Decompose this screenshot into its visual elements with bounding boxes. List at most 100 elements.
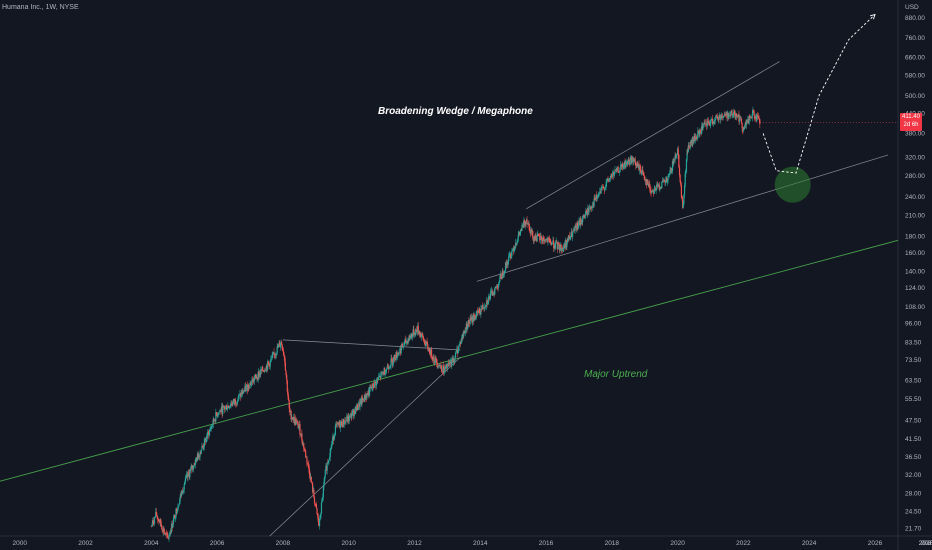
y-tick-label: 160.00 (905, 250, 925, 257)
candle-body (341, 426, 343, 427)
candle-body (258, 372, 260, 377)
candle-body (323, 481, 325, 488)
candle-body (223, 405, 225, 408)
candle-body (643, 175, 645, 177)
candle-body (439, 365, 441, 366)
candle-body (520, 229, 522, 231)
candle-body (624, 161, 626, 168)
candle-body (425, 341, 428, 344)
candle-body (466, 323, 468, 329)
candle-body (220, 406, 223, 413)
x-tick-label: 2000 (13, 540, 28, 547)
candle-body (620, 164, 622, 168)
candle-body (485, 300, 488, 306)
candle-body (737, 116, 739, 117)
y-tick-label: 55.50 (905, 396, 922, 403)
candle-body (668, 174, 670, 176)
candle-body (326, 462, 328, 471)
candle-body (377, 379, 379, 381)
candle-body (547, 237, 549, 243)
candle-body (375, 380, 378, 386)
candle-body (621, 163, 623, 168)
candle-body (593, 198, 595, 206)
y-tick-label: 760.00 (905, 35, 925, 42)
candle-body (642, 172, 645, 176)
candle-body (758, 118, 760, 120)
candle-body (525, 221, 527, 224)
candle-body (535, 235, 537, 241)
y-tick-label: 96.00 (905, 320, 922, 327)
candle-body (551, 243, 553, 244)
candle-body (227, 405, 230, 407)
candle-body (201, 446, 203, 451)
candle-body (678, 167, 681, 175)
candle-body (256, 377, 258, 379)
candle-body (399, 348, 402, 354)
candle-body (506, 262, 509, 265)
candle-body (652, 190, 654, 192)
candle-body (638, 163, 640, 171)
candle-body (726, 112, 728, 118)
candle-body (708, 123, 710, 124)
candle-body (732, 115, 734, 117)
candle-body (232, 399, 235, 402)
candle-body (154, 517, 156, 518)
x-tick-label: 2004 (144, 540, 159, 547)
candle-body (237, 398, 239, 401)
candle-body (455, 350, 457, 353)
candle-body (485, 305, 487, 307)
candle-body (442, 365, 444, 372)
candle-body (285, 370, 287, 376)
candle-body (663, 180, 665, 182)
candle-body (193, 463, 195, 466)
candle-body (572, 232, 574, 237)
candle-body (174, 517, 176, 519)
candle-body (263, 370, 265, 372)
candle-body (347, 416, 349, 422)
x-tick-label: 2002 (78, 540, 93, 547)
candle-body (382, 372, 385, 375)
candle-body (633, 159, 636, 161)
candle-body (217, 414, 219, 416)
candle-body (329, 448, 331, 457)
candle-body (494, 286, 497, 289)
candle-body (481, 305, 483, 310)
candle-body (184, 477, 187, 482)
candle-body (488, 296, 490, 297)
candle-body (246, 384, 249, 391)
candle-body (539, 236, 541, 241)
candle-body (334, 434, 336, 436)
candle-body (291, 417, 293, 420)
candle-body (395, 351, 397, 360)
candle-body (503, 274, 505, 276)
candle-body (477, 312, 479, 313)
candle-body (303, 448, 305, 450)
candle-body (349, 414, 351, 416)
candle-body (179, 494, 182, 499)
candle-body (615, 169, 617, 171)
candle-body (303, 443, 305, 449)
candle-body (666, 178, 668, 183)
candle-body (247, 384, 249, 391)
candle-body (653, 188, 655, 194)
candle-body (181, 490, 183, 496)
candle-body (298, 423, 300, 427)
candle-body (343, 418, 345, 425)
candle-body (677, 148, 679, 154)
candle-body (604, 187, 606, 191)
candle-body (160, 524, 163, 527)
candle-body (756, 114, 758, 122)
candle-body (194, 458, 197, 465)
candle-body (446, 364, 448, 369)
candle-body (248, 384, 250, 388)
candle-body (309, 474, 311, 480)
candle-body (441, 371, 443, 373)
y-tick-label: 660.00 (905, 55, 925, 62)
candle-body (238, 394, 240, 396)
candle-body (492, 294, 494, 296)
candle-body (728, 114, 731, 116)
candle-body (282, 349, 284, 352)
candle-body (458, 343, 460, 346)
candle-body (240, 392, 242, 397)
